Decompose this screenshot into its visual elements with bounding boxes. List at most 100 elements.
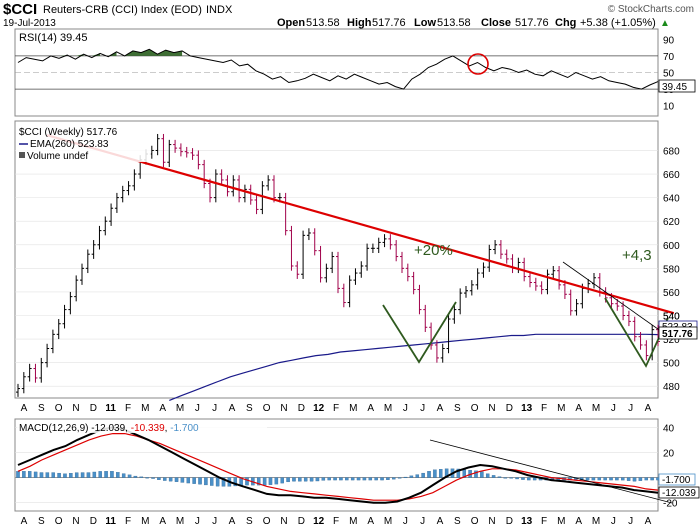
price-bar	[336, 251, 340, 294]
price-bar	[91, 240, 96, 259]
macd-hist-bar	[303, 477, 308, 482]
vee-pattern-2012	[382, 301, 457, 364]
macd-x-tick: J	[403, 516, 408, 527]
macd-x-tick: J	[420, 516, 425, 527]
open-value: 513.58	[306, 17, 340, 29]
macd-hist-bar	[591, 477, 596, 481]
macd-hist-bar	[327, 477, 331, 481]
price-bar	[557, 265, 562, 290]
price-x-tick: F	[333, 403, 339, 414]
price-bar	[545, 269, 550, 295]
price-bar	[45, 343, 50, 368]
macd-x-tick: N	[72, 516, 79, 527]
legend-ema: EMA(260) 523.83	[30, 139, 109, 150]
price-bar	[411, 271, 416, 295]
price-x-tick: O	[471, 403, 479, 414]
price-bar	[626, 310, 631, 327]
price-bar	[219, 169, 224, 185]
macd-hist-bar	[39, 472, 44, 478]
macd-hist-bar	[27, 471, 32, 478]
macd-x-tick: A	[21, 516, 28, 527]
symbol-label: $CCI	[3, 1, 37, 18]
price-x-tick: A	[21, 403, 28, 414]
macd-hist-bar	[474, 470, 478, 478]
chart-header: $CCI Reuters-CRB (CCI) Index (EOD) INDX …	[3, 1, 694, 29]
price-x-tick: N	[72, 403, 79, 414]
price-bar	[382, 234, 387, 248]
chg-value: +5.38 (+1.05%)	[580, 17, 656, 29]
price-bar	[190, 148, 195, 160]
rsi-y-tick: 90	[663, 35, 675, 46]
rsi-y-tick: 10	[663, 102, 675, 113]
price-bar	[568, 289, 573, 316]
macd-trendline	[429, 439, 673, 504]
macd-hist-bar	[45, 472, 50, 478]
price-bar	[301, 230, 306, 279]
price-bar	[493, 240, 498, 255]
price-bar	[202, 159, 207, 189]
macd-hist-bar	[33, 471, 38, 478]
macd-hist-bar	[485, 473, 490, 478]
price-bar	[16, 383, 20, 397]
price-bar	[173, 139, 178, 153]
macd-hist-bar	[157, 477, 161, 480]
rsi-line	[17, 48, 659, 90]
macd-hist-bar	[121, 473, 126, 478]
macd-x-tick: J	[195, 516, 200, 527]
macd-hist-bar	[57, 472, 61, 478]
macd-hist-bar	[16, 471, 20, 478]
macd-hist-bar	[133, 475, 138, 478]
price-x-tick: D	[506, 403, 513, 414]
macd-hist-bar	[456, 468, 461, 478]
price-x-tick: O	[263, 403, 271, 414]
macd-hist-bar	[374, 477, 378, 481]
annotation-plus-20-percent: +20%	[414, 242, 453, 259]
price-bar	[254, 195, 259, 215]
macd-x-tick: O	[55, 516, 63, 527]
macd-hist-bar	[532, 477, 537, 481]
macd-x-tick: S	[38, 516, 45, 527]
price-x-tick: 12	[313, 403, 325, 414]
price-x-tick: N	[488, 403, 495, 414]
price-bar	[266, 175, 271, 191]
price-bar	[539, 281, 544, 295]
price-bar	[196, 150, 201, 170]
price-x-tick: M	[384, 403, 392, 414]
price-bar	[74, 275, 79, 302]
macd-x-tick: A	[367, 516, 374, 527]
macd-hist-bar	[80, 472, 85, 478]
macd-hist-bar	[110, 471, 114, 478]
macd-hist-bar	[638, 477, 643, 481]
price-bar	[388, 234, 393, 250]
macd-x-tick: S	[246, 516, 253, 527]
hist-value-tag	[658, 473, 696, 486]
price-x-tick: N	[280, 403, 287, 414]
price-bar	[167, 139, 172, 167]
macd-hist-bar	[509, 477, 513, 479]
macd-hist-bar	[233, 477, 237, 487]
macd-hist-bar	[63, 473, 67, 478]
price-bar	[638, 331, 643, 350]
close-value-tag	[658, 326, 698, 340]
price-y-tick: 500	[663, 359, 680, 370]
macd-legend-prefix: MACD(12,26,9)	[19, 423, 88, 434]
price-bar	[440, 343, 445, 363]
macd-hist-bar	[321, 477, 326, 481]
macd-hist-bar	[621, 477, 625, 481]
price-bar	[452, 304, 457, 324]
price-bar	[50, 329, 55, 354]
low-label: Low	[414, 17, 436, 29]
price-y-tick: 480	[663, 382, 680, 393]
price-panel: +20% +4,3 680 660 640 620 600 580 560 540 520 500…	[14, 53, 698, 401]
price-x-tick: D	[90, 403, 97, 414]
macd-hist-bar	[403, 476, 408, 479]
price-bar	[295, 261, 300, 279]
macd-hist-bar	[116, 472, 120, 478]
macd-signal-line	[17, 433, 659, 501]
macd-hist-bar	[280, 477, 284, 484]
price-x-tick: M	[349, 403, 357, 414]
macd-hist-bar	[350, 477, 355, 481]
macd-x-tick: J	[611, 516, 616, 527]
price-bar	[469, 280, 474, 296]
macd-hist-bar	[22, 471, 26, 478]
